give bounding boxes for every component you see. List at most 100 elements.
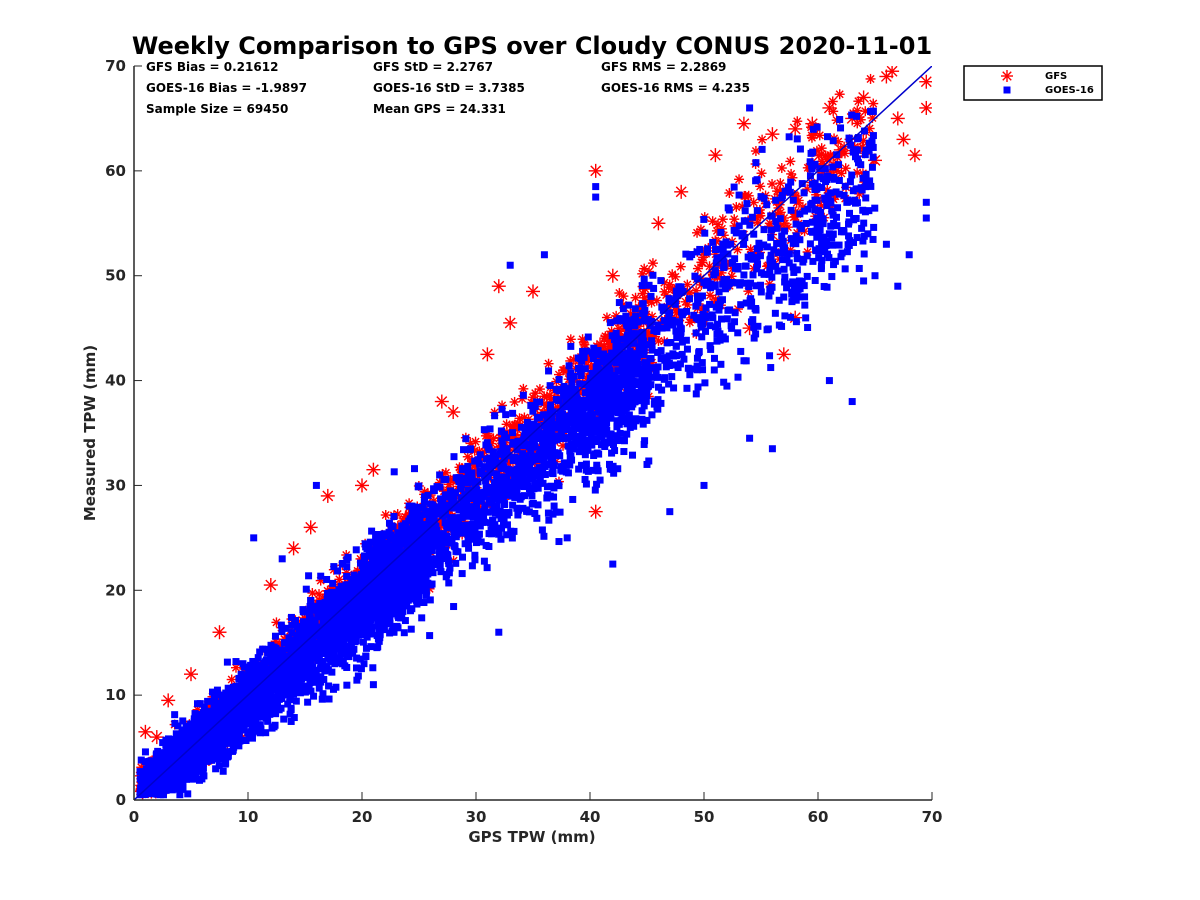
goes16-point bbox=[835, 176, 843, 184]
goes16-point bbox=[493, 460, 501, 468]
gfs-point bbox=[775, 178, 786, 189]
goes16-point bbox=[783, 284, 791, 292]
goes16-point bbox=[623, 391, 631, 399]
goes16-point bbox=[869, 132, 877, 140]
goes16-point bbox=[323, 575, 331, 583]
goes16-point bbox=[246, 684, 254, 692]
goes16-point bbox=[720, 258, 728, 266]
goes16-point bbox=[583, 347, 591, 355]
goes16-point bbox=[792, 232, 800, 240]
gfs-point bbox=[736, 116, 751, 131]
goes16-point bbox=[846, 178, 854, 186]
gfs-point bbox=[776, 163, 787, 174]
goes16-point bbox=[352, 664, 360, 672]
goes16-point bbox=[798, 180, 806, 188]
goes16-point bbox=[670, 384, 678, 392]
goes16-point bbox=[756, 281, 764, 289]
gfs-point bbox=[462, 451, 473, 462]
gfs-point bbox=[579, 338, 590, 349]
goes16-point bbox=[634, 318, 642, 326]
goes16-point bbox=[459, 465, 467, 473]
goes16-point bbox=[355, 631, 363, 639]
gfs-point bbox=[907, 148, 922, 163]
goes16-point bbox=[477, 538, 485, 546]
goes16-point bbox=[809, 125, 817, 133]
goes16-point bbox=[688, 251, 696, 259]
goes16-point bbox=[671, 296, 679, 304]
goes16-point bbox=[859, 174, 867, 182]
goes16-point bbox=[565, 362, 573, 370]
goes16-point bbox=[626, 364, 634, 372]
goes16-point bbox=[408, 507, 416, 515]
gfs-point bbox=[286, 541, 301, 556]
gfs-point bbox=[663, 282, 674, 293]
goes16-point bbox=[329, 579, 337, 587]
goes16-point bbox=[450, 496, 458, 504]
goes16-point bbox=[444, 551, 452, 559]
goes16-point bbox=[703, 248, 711, 256]
goes16-point bbox=[421, 520, 429, 528]
goes16-point bbox=[737, 301, 745, 309]
goes16-point bbox=[460, 446, 468, 454]
goes16-point bbox=[223, 658, 231, 666]
goes16-point bbox=[614, 367, 622, 375]
gfs-point bbox=[670, 271, 681, 282]
goes16-point bbox=[638, 415, 646, 423]
gfs-point bbox=[919, 100, 932, 115]
goes16-point bbox=[787, 178, 795, 186]
gfs-point bbox=[868, 98, 879, 109]
gfs-point bbox=[684, 317, 695, 328]
goes16-point bbox=[767, 364, 775, 372]
goes16-point bbox=[746, 221, 754, 229]
goes16-point bbox=[432, 534, 440, 542]
goes16-point bbox=[174, 722, 182, 730]
goes16-point bbox=[613, 437, 621, 445]
goes16-point bbox=[594, 423, 602, 431]
goes16-point bbox=[286, 696, 294, 704]
goes16-point bbox=[515, 506, 523, 514]
goes16-point bbox=[281, 624, 289, 632]
goes16-point bbox=[741, 207, 749, 215]
gfs-point bbox=[707, 216, 718, 227]
goes16-point bbox=[614, 358, 622, 366]
goes16-point bbox=[723, 315, 731, 323]
goes16-point bbox=[531, 442, 539, 450]
gfs-point bbox=[919, 74, 932, 89]
goes16-point bbox=[821, 248, 829, 256]
gfs-point bbox=[834, 89, 845, 100]
goes16-point bbox=[368, 527, 376, 535]
goes16-point bbox=[565, 391, 573, 399]
goes16-point bbox=[702, 327, 710, 335]
goes16-point bbox=[845, 232, 853, 240]
goes16-point bbox=[545, 516, 553, 524]
goes16-point bbox=[661, 374, 669, 382]
goes16-point bbox=[445, 579, 453, 587]
goes16-point bbox=[640, 440, 648, 448]
goes16-point bbox=[848, 171, 856, 179]
goes16-point bbox=[862, 170, 870, 178]
goes16-point bbox=[569, 416, 577, 424]
goes16-point bbox=[578, 444, 586, 452]
goes16-point bbox=[584, 333, 592, 341]
gfs-point bbox=[588, 163, 603, 178]
gfs-point bbox=[788, 121, 803, 136]
goes16-point bbox=[437, 495, 445, 503]
goes16-point bbox=[665, 380, 673, 388]
gfs-point bbox=[491, 279, 506, 294]
goes16-point bbox=[521, 442, 529, 450]
goes16-point bbox=[462, 474, 470, 482]
goes16-point bbox=[673, 291, 681, 299]
goes16-point bbox=[590, 344, 598, 352]
goes16-point bbox=[665, 352, 673, 360]
gfs-point bbox=[674, 184, 689, 199]
goes16-point bbox=[682, 250, 690, 258]
goes16-point bbox=[536, 474, 544, 482]
gfs-point bbox=[138, 724, 153, 739]
gfs-point bbox=[651, 216, 666, 231]
goes16-point bbox=[642, 397, 650, 405]
goes16-point bbox=[589, 355, 597, 363]
goes16-point bbox=[767, 261, 775, 269]
goes16-point bbox=[445, 569, 453, 577]
gfs-point bbox=[788, 212, 799, 223]
gfs-point bbox=[675, 261, 686, 272]
